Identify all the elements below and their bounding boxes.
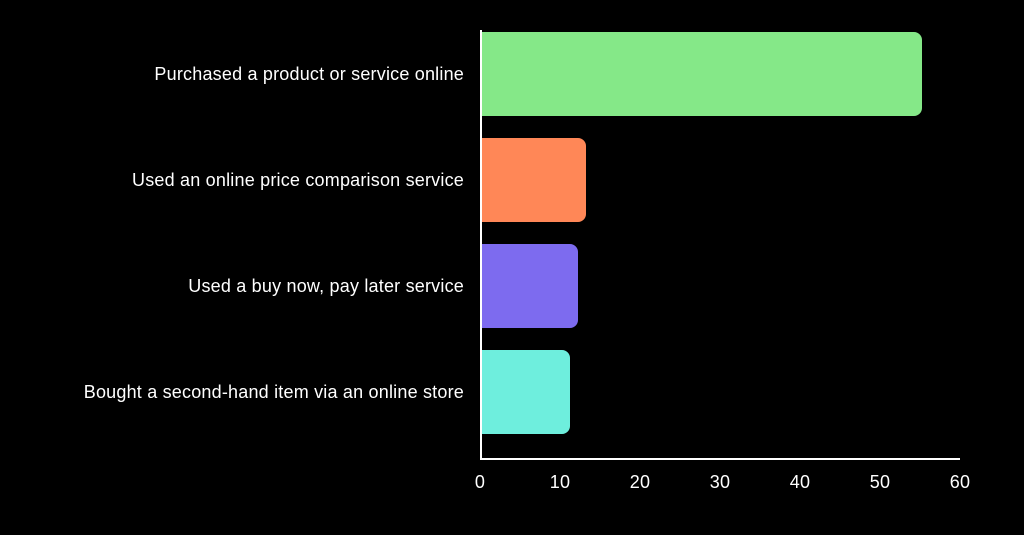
chart-container: Purchased a product or service online Us… (0, 30, 1024, 510)
x-axis-line (480, 458, 960, 460)
bar (482, 350, 570, 434)
bar-row-1: Used an online price comparison service (0, 138, 1024, 222)
bar-label: Bought a second-hand item via an online … (84, 382, 464, 403)
bar-row-0: Purchased a product or service online (0, 32, 1024, 116)
x-tick: 20 (630, 472, 651, 493)
bar (482, 32, 922, 116)
x-axis: 0 10 20 30 40 50 60 (480, 472, 960, 502)
bar-label: Used a buy now, pay later service (188, 276, 464, 297)
x-tick: 10 (550, 472, 571, 493)
x-tick: 40 (790, 472, 811, 493)
bar-label: Used an online price comparison service (132, 170, 464, 191)
x-tick: 60 (950, 472, 971, 493)
x-tick: 50 (870, 472, 891, 493)
x-tick: 0 (475, 472, 485, 493)
bar (482, 138, 586, 222)
x-tick: 30 (710, 472, 731, 493)
bar-row-2: Used a buy now, pay later service (0, 244, 1024, 328)
bar-row-3: Bought a second-hand item via an online … (0, 350, 1024, 434)
bar-label: Purchased a product or service online (154, 64, 464, 85)
bar (482, 244, 578, 328)
